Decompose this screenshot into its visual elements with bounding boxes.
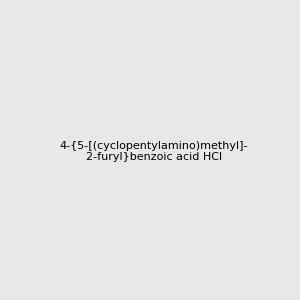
Text: 4-{5-[(cyclopentylamino)methyl]-
2-furyl}benzoic acid HCl: 4-{5-[(cyclopentylamino)methyl]- 2-furyl… [59, 141, 248, 162]
